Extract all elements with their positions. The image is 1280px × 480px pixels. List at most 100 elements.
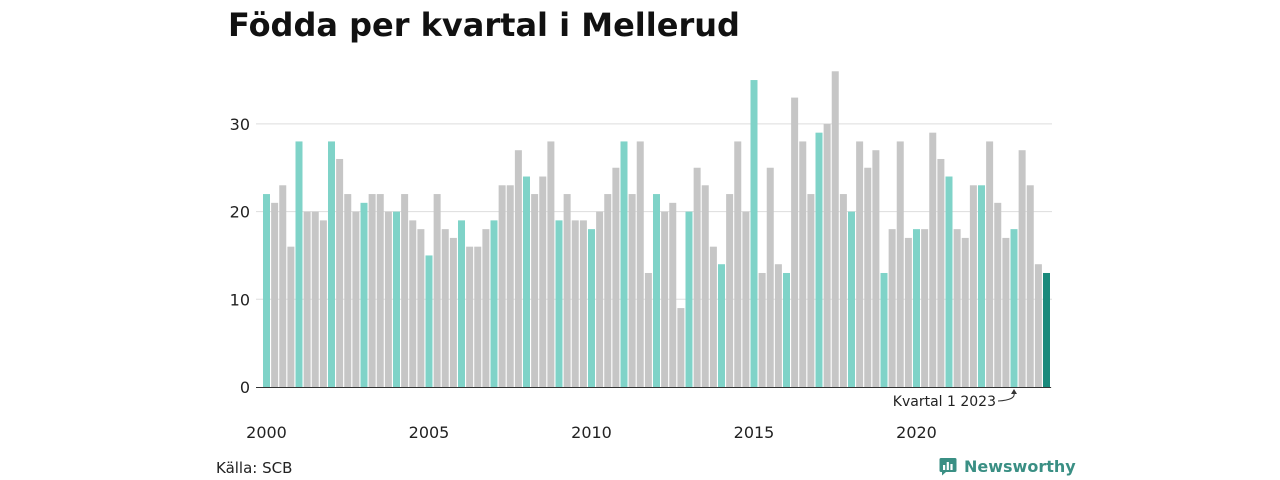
- y-tick-label: 10: [230, 290, 250, 309]
- bar: [563, 194, 571, 387]
- bar: [571, 220, 579, 387]
- bar: [612, 167, 620, 387]
- bar: [449, 237, 457, 387]
- bar: [1043, 272, 1050, 387]
- x-tick-label: 2015: [734, 423, 775, 442]
- bar: [742, 211, 750, 387]
- bar: [441, 229, 449, 387]
- bar: [498, 185, 506, 387]
- bar: [953, 229, 961, 387]
- bar: [831, 71, 839, 387]
- bar: [677, 308, 685, 387]
- y-tick-label: 0: [240, 378, 250, 397]
- bar: [539, 176, 547, 387]
- bar: [271, 202, 279, 387]
- newsworthy-icon: [939, 458, 957, 476]
- bars: [263, 71, 1050, 388]
- bar: [303, 211, 311, 387]
- bar: [401, 194, 409, 387]
- bar: [872, 150, 880, 387]
- bar: [978, 185, 985, 387]
- bar: [709, 246, 717, 387]
- bar: [458, 220, 465, 387]
- bar: [693, 167, 701, 387]
- bar: [1002, 237, 1010, 387]
- y-tick-label: 30: [230, 115, 250, 134]
- bar: [433, 194, 441, 387]
- annotation-arrow: [997, 392, 1015, 402]
- bar: [579, 220, 587, 387]
- bar: [726, 194, 734, 387]
- bar: [295, 141, 303, 387]
- bar: [986, 141, 994, 387]
- bar: [506, 185, 514, 387]
- bar: [482, 229, 490, 387]
- bar: [409, 220, 417, 387]
- x-tick-labels: 2000 2005 2010 2015 2020: [246, 423, 937, 442]
- bar: [880, 272, 888, 387]
- bar: [604, 194, 612, 387]
- bar: [799, 141, 807, 387]
- bar: [1026, 185, 1034, 387]
- brand-logo: Newsworthy: [938, 456, 1076, 476]
- x-tick-label: 2010: [571, 423, 612, 442]
- bar: [417, 229, 425, 387]
- bar: [750, 80, 758, 388]
- bar: [368, 194, 376, 387]
- bar: [937, 158, 945, 387]
- bar: [661, 211, 669, 387]
- bar: [531, 194, 539, 387]
- bar: [669, 202, 677, 387]
- x-tick-label: 2005: [409, 423, 450, 442]
- bar: [969, 185, 977, 387]
- bar: [636, 141, 644, 387]
- bar: [287, 246, 295, 387]
- bar: [425, 255, 433, 387]
- bar: [523, 176, 530, 387]
- chart-title: Födda per kvartal i Mellerud: [228, 6, 740, 44]
- bar: [864, 167, 872, 387]
- brand-name: Newsworthy: [964, 456, 1076, 476]
- bar: [393, 211, 400, 387]
- bar: [839, 194, 847, 387]
- bar: [490, 220, 498, 387]
- bar: [344, 194, 352, 387]
- bar: [921, 229, 929, 387]
- bar: [807, 194, 815, 387]
- bar: [888, 229, 896, 387]
- bar: [263, 194, 270, 387]
- annotation: Kvartal 1 2023: [893, 389, 1017, 410]
- bar: [945, 176, 953, 387]
- bar: [913, 229, 920, 387]
- bar: [319, 220, 327, 387]
- bar: [384, 211, 392, 387]
- bar: [360, 202, 368, 387]
- bar: [474, 246, 482, 387]
- annotation-arrowhead: [1011, 389, 1017, 394]
- x-tick-label: 2020: [896, 423, 937, 442]
- bar: [644, 272, 652, 387]
- bar: [961, 237, 969, 387]
- bar: [791, 97, 799, 387]
- bar: [514, 150, 522, 387]
- bar: [1010, 229, 1018, 387]
- bar: [1034, 264, 1042, 387]
- bar: [1018, 150, 1026, 387]
- bar: [653, 194, 660, 387]
- bar: [904, 237, 912, 387]
- bar: [815, 132, 823, 387]
- bar: [555, 220, 563, 387]
- annotation-label: Kvartal 1 2023: [893, 394, 996, 410]
- bar: [823, 123, 831, 388]
- bar: [352, 211, 360, 387]
- bar: [596, 211, 604, 387]
- bar: [701, 185, 709, 387]
- bar: [547, 141, 555, 387]
- bar: [628, 194, 636, 387]
- bar: [896, 141, 904, 387]
- bar: [994, 202, 1002, 387]
- bar: [311, 211, 319, 387]
- y-tick-labels: 0 10 20 30: [230, 115, 250, 397]
- bar: [620, 141, 628, 387]
